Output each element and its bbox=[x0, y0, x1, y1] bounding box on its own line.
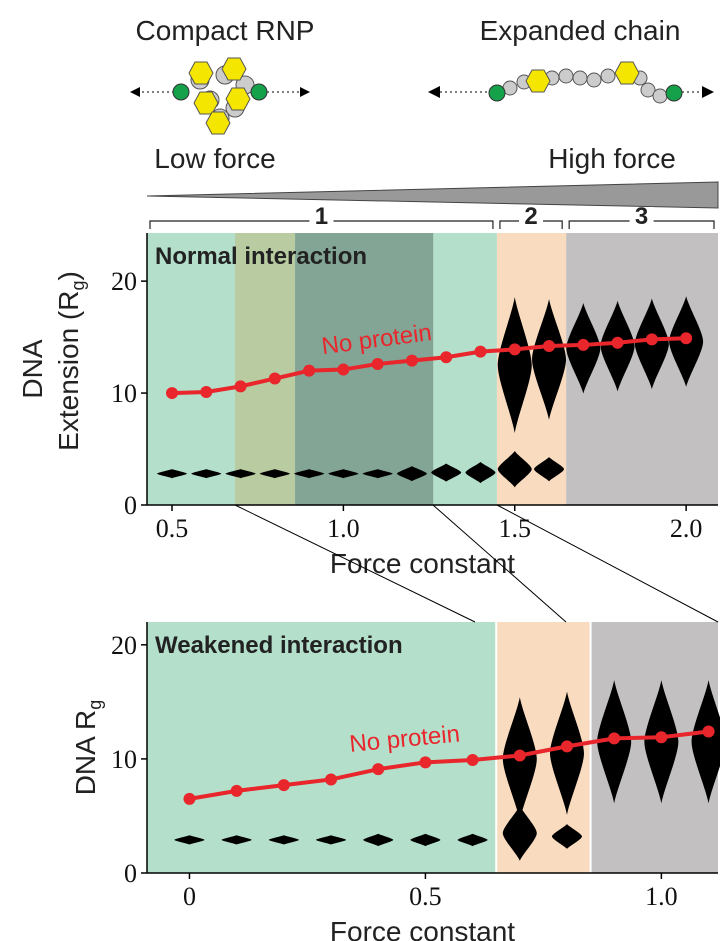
violin bbox=[221, 835, 252, 845]
violin bbox=[362, 469, 393, 479]
x-tick-label: 1.5 bbox=[499, 514, 532, 543]
point bbox=[608, 732, 621, 745]
x-tick-label: 0.5 bbox=[409, 882, 442, 911]
y-tick-label: 20 bbox=[111, 267, 137, 296]
violin bbox=[532, 299, 567, 420]
panel-annotation: Weakened interaction bbox=[155, 632, 403, 659]
point bbox=[405, 354, 418, 367]
violin bbox=[191, 469, 222, 479]
violin bbox=[457, 833, 488, 847]
point bbox=[303, 364, 316, 377]
region-label: 1 bbox=[315, 203, 328, 230]
right-title: Expanded chain bbox=[480, 15, 681, 46]
y-tick-label: 0 bbox=[124, 491, 137, 520]
point bbox=[440, 351, 453, 364]
x-axis-label: Force constant bbox=[330, 916, 515, 941]
zoom-band bbox=[235, 233, 296, 505]
high-force-label: High force bbox=[548, 143, 676, 174]
violin bbox=[396, 466, 427, 482]
y-axis-label-sub: g bbox=[85, 700, 105, 710]
point bbox=[166, 387, 179, 400]
region-label: 3 bbox=[635, 203, 648, 230]
y-axis-label-part: DNA R bbox=[70, 710, 101, 796]
point bbox=[645, 333, 658, 346]
point bbox=[513, 749, 526, 762]
point bbox=[543, 340, 556, 353]
x-tick-label: 0.5 bbox=[156, 514, 189, 543]
violin bbox=[259, 469, 290, 479]
line bbox=[171, 336, 687, 396]
point bbox=[234, 380, 247, 393]
violin bbox=[502, 805, 537, 861]
point bbox=[371, 357, 384, 370]
y-axis-label: Extension (Rg) bbox=[53, 271, 88, 451]
region-label-bg bbox=[629, 207, 654, 227]
violin bbox=[363, 833, 394, 847]
point bbox=[372, 763, 385, 776]
violin bbox=[549, 691, 584, 815]
x-tick-label: 2.0 bbox=[670, 514, 703, 543]
point bbox=[277, 779, 290, 792]
violin bbox=[431, 463, 462, 482]
expanded-illustration bbox=[428, 61, 714, 104]
y-axis-label-part: ) bbox=[53, 271, 84, 280]
y-axis-label: DNA Rg bbox=[70, 700, 105, 796]
point bbox=[508, 343, 521, 356]
y-axis-label-sub: g bbox=[68, 281, 88, 291]
violin bbox=[174, 835, 205, 845]
violin bbox=[316, 835, 347, 845]
x-axis-label: Force constant bbox=[330, 548, 515, 579]
region-label-bg bbox=[309, 207, 334, 227]
point bbox=[337, 363, 350, 376]
violin bbox=[551, 824, 582, 849]
violin bbox=[294, 469, 325, 479]
panel-annotation: Normal interaction bbox=[155, 243, 367, 270]
point bbox=[325, 773, 338, 786]
low-force-label: Low force bbox=[154, 143, 275, 174]
point bbox=[230, 784, 243, 797]
violin bbox=[410, 833, 441, 847]
violin bbox=[328, 469, 359, 479]
y-tick-label: 10 bbox=[111, 745, 137, 774]
line bbox=[189, 729, 709, 801]
point bbox=[183, 792, 196, 805]
force-wedge bbox=[146, 181, 719, 209]
point bbox=[474, 345, 487, 358]
y-tick-label: 0 bbox=[124, 859, 137, 888]
y-tick-label: 10 bbox=[111, 379, 137, 408]
point bbox=[655, 731, 668, 744]
violin bbox=[534, 457, 565, 482]
point bbox=[577, 338, 590, 351]
point bbox=[419, 756, 432, 769]
violin bbox=[157, 469, 188, 479]
compact-illustration bbox=[130, 57, 310, 135]
violin bbox=[691, 680, 720, 804]
y-axis-label-part: Extension (R bbox=[53, 291, 84, 451]
y-axis-label: DNA bbox=[17, 339, 48, 398]
point bbox=[268, 372, 281, 385]
violin bbox=[465, 461, 496, 484]
x-tick-label: 1.0 bbox=[645, 882, 678, 911]
point bbox=[560, 740, 573, 753]
point bbox=[466, 754, 479, 767]
region-label: 2 bbox=[524, 203, 537, 230]
point bbox=[702, 725, 715, 738]
point bbox=[611, 336, 624, 349]
region bbox=[147, 622, 497, 873]
x-tick-label: 0 bbox=[183, 882, 196, 911]
x-tick-label: 1.0 bbox=[327, 514, 360, 543]
left-title: Compact RNP bbox=[136, 15, 315, 46]
point bbox=[680, 332, 693, 345]
point bbox=[200, 385, 213, 398]
violin bbox=[497, 297, 532, 434]
zoom-lines bbox=[234, 504, 719, 623]
violin bbox=[497, 451, 532, 488]
y-tick-label: 20 bbox=[111, 631, 137, 660]
region-label-bg bbox=[519, 207, 544, 227]
violin bbox=[268, 835, 299, 845]
violin bbox=[225, 469, 256, 479]
